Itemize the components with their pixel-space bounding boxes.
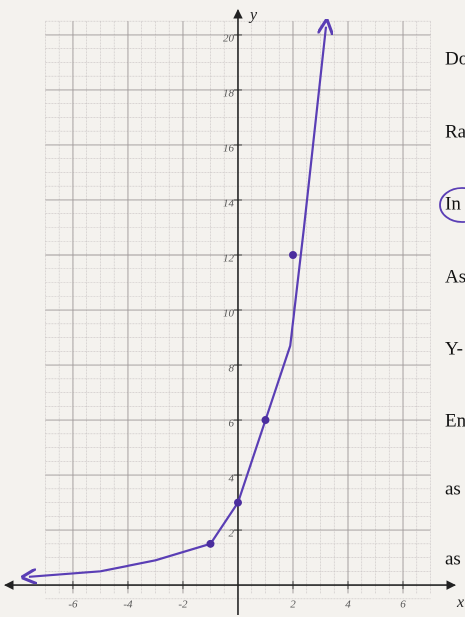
side-text: Do xyxy=(445,48,465,69)
side-text: In xyxy=(445,193,461,214)
y-tick-label: 14 xyxy=(223,198,235,210)
x-tick-label: 2 xyxy=(290,599,296,611)
y-tick-label: 8 xyxy=(228,363,234,375)
y-tick-label: 18 xyxy=(223,87,235,99)
y-tick-label: 12 xyxy=(223,253,235,265)
x-axis-label: x xyxy=(456,594,464,611)
x-tick-label: 6 xyxy=(400,599,406,611)
plotted-point xyxy=(261,416,269,424)
side-text: En xyxy=(445,410,465,431)
y-tick-label: 20 xyxy=(223,32,235,44)
plotted-point xyxy=(206,540,214,548)
y-tick-label: 6 xyxy=(228,418,234,430)
side-text: Ra xyxy=(445,121,465,142)
y-tick-label: 16 xyxy=(223,142,235,154)
x-tick-label: -6 xyxy=(68,599,78,611)
y-axis-label: y xyxy=(248,7,258,24)
x-tick-label: -4 xyxy=(123,599,133,611)
y-tick-label: 2 xyxy=(228,528,234,540)
side-text: Y- xyxy=(445,338,463,359)
side-text: As xyxy=(445,266,465,287)
y-tick-label: 4 xyxy=(228,473,234,485)
side-text: as xyxy=(445,548,461,569)
side-text: as xyxy=(445,478,461,499)
x-tick-label: -2 xyxy=(178,599,188,611)
y-tick-label: 10 xyxy=(223,308,235,320)
plotted-point xyxy=(289,251,297,259)
chart: x y -6 -4 -2 2 4 6 2 4 6 8 10 12 14 16 18 20 Do Ra In As Y- En a… xyxy=(0,0,465,617)
plotted-point xyxy=(234,499,242,507)
x-tick-label: 4 xyxy=(345,599,351,611)
curve xyxy=(29,27,326,577)
